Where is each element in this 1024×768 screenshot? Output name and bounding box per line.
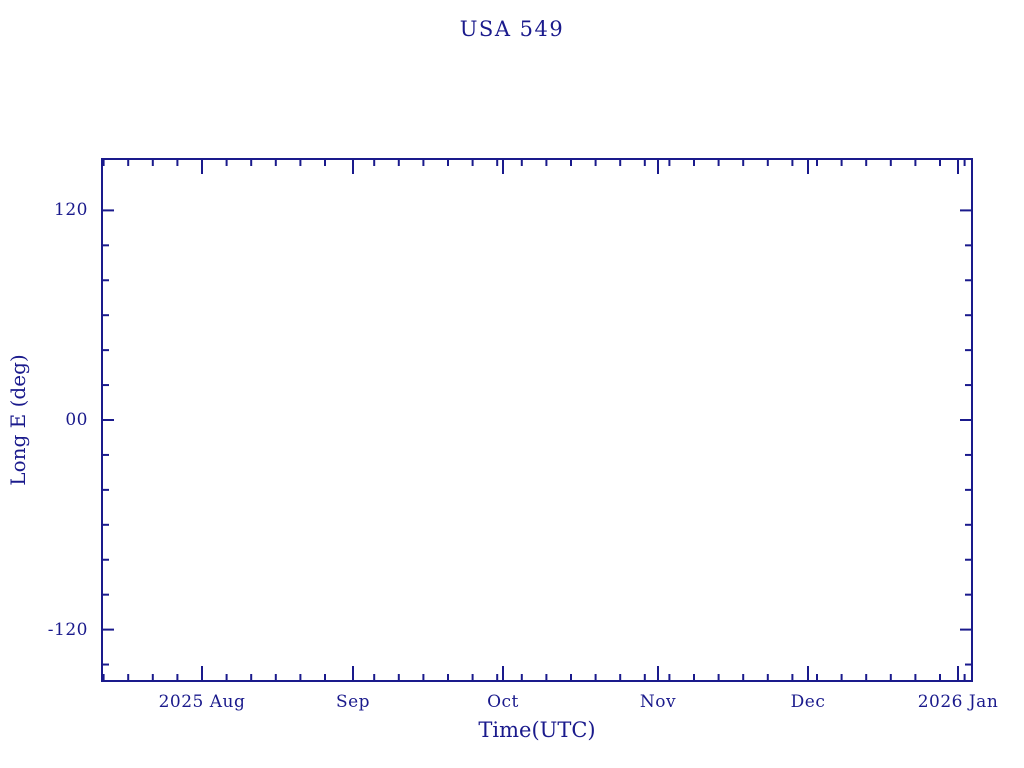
x-tick-label-text: 2026 Jan xyxy=(917,692,999,712)
x-tick-label-text: 2025 Aug xyxy=(158,692,246,712)
plot-area-frame xyxy=(101,158,973,682)
y-tick-label-text: 120 xyxy=(54,200,88,221)
x-tick-label: Dec xyxy=(708,692,908,714)
x-axis-title: Time(UTC) xyxy=(478,718,596,742)
y-tick-label: -120 xyxy=(28,620,88,640)
x-tick-label: Oct xyxy=(403,692,603,714)
y-tick-label-text: -120 xyxy=(47,619,88,640)
x-tick-label: 2026 Jan xyxy=(858,692,1024,714)
y-axis-title: Long E (deg) xyxy=(6,354,30,486)
y-tick-label: 00 xyxy=(28,410,88,430)
x-tick-label-text: Dec xyxy=(790,692,826,712)
x-tick-label-text: Oct xyxy=(487,692,519,712)
chart-title: USA 549 xyxy=(459,17,565,41)
x-tick-label: Sep xyxy=(253,692,453,714)
y-tick-label: 120 xyxy=(28,200,88,220)
x-tick-label: 2025 Aug xyxy=(102,692,302,714)
y-tick-label-text: 00 xyxy=(65,410,88,430)
x-tick-label: Nov xyxy=(558,692,758,714)
x-tick-label-text: Nov xyxy=(639,692,677,712)
x-tick-label-text: Sep xyxy=(335,692,371,712)
